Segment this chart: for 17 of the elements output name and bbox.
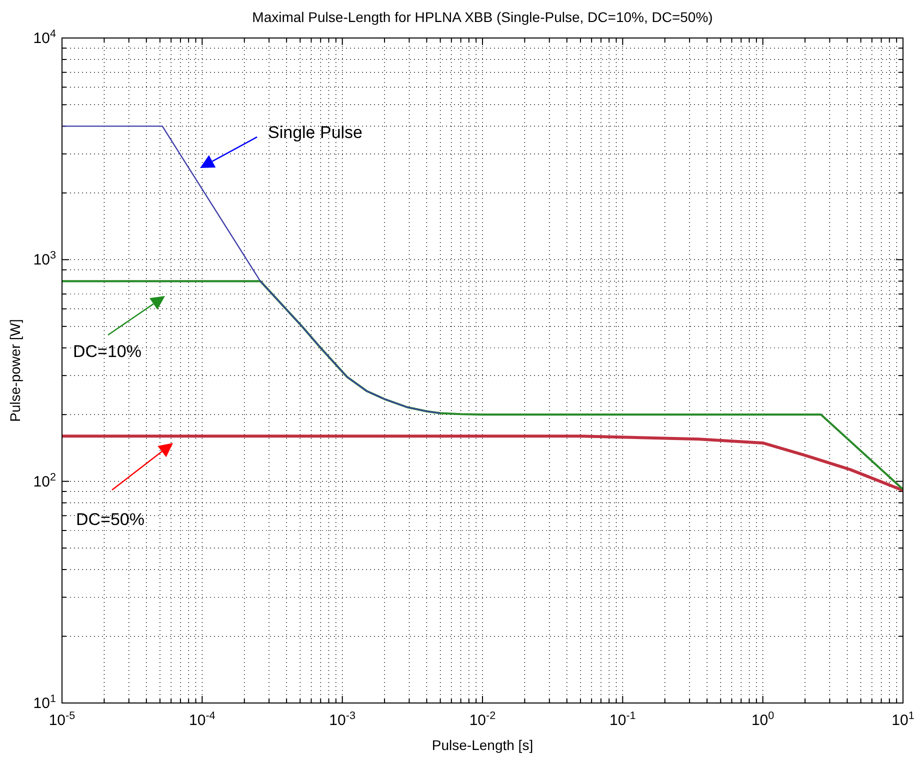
x-tick-label: 10$^{1}$ [892,710,914,729]
y-tick-label: 10$^{2}$ [33,471,56,490]
annotation: DC=50% [76,510,145,529]
y-tick-label: 10$^{4}$ [33,28,56,47]
x-tick-label: 10$^{-3}$ [329,710,356,729]
x-tick-label: 10$^{-1}$ [610,710,636,729]
y-axis-title: Pulse-power [W] [7,319,23,422]
y-tick-label: 10$^{1}$ [33,693,56,712]
annotation: DC=10% [73,342,142,361]
chart-title: Maximal Pulse-Length for HPLNA XBB (Single-Pulse, DC=10%, DC=50%) [252,9,713,25]
y-tick-label: 10$^{3}$ [33,250,56,269]
x-axis-title: Pulse-Length [s] [432,737,534,753]
annotation: Single Pulse [268,123,363,142]
x-tick-label: 10$^{-5}$ [48,710,76,729]
x-tick-label: 10$^{-4}$ [189,710,216,729]
x-tick-label: 10$^{-2}$ [469,710,496,729]
x-tick-label: 10$^{0}$ [751,710,774,729]
